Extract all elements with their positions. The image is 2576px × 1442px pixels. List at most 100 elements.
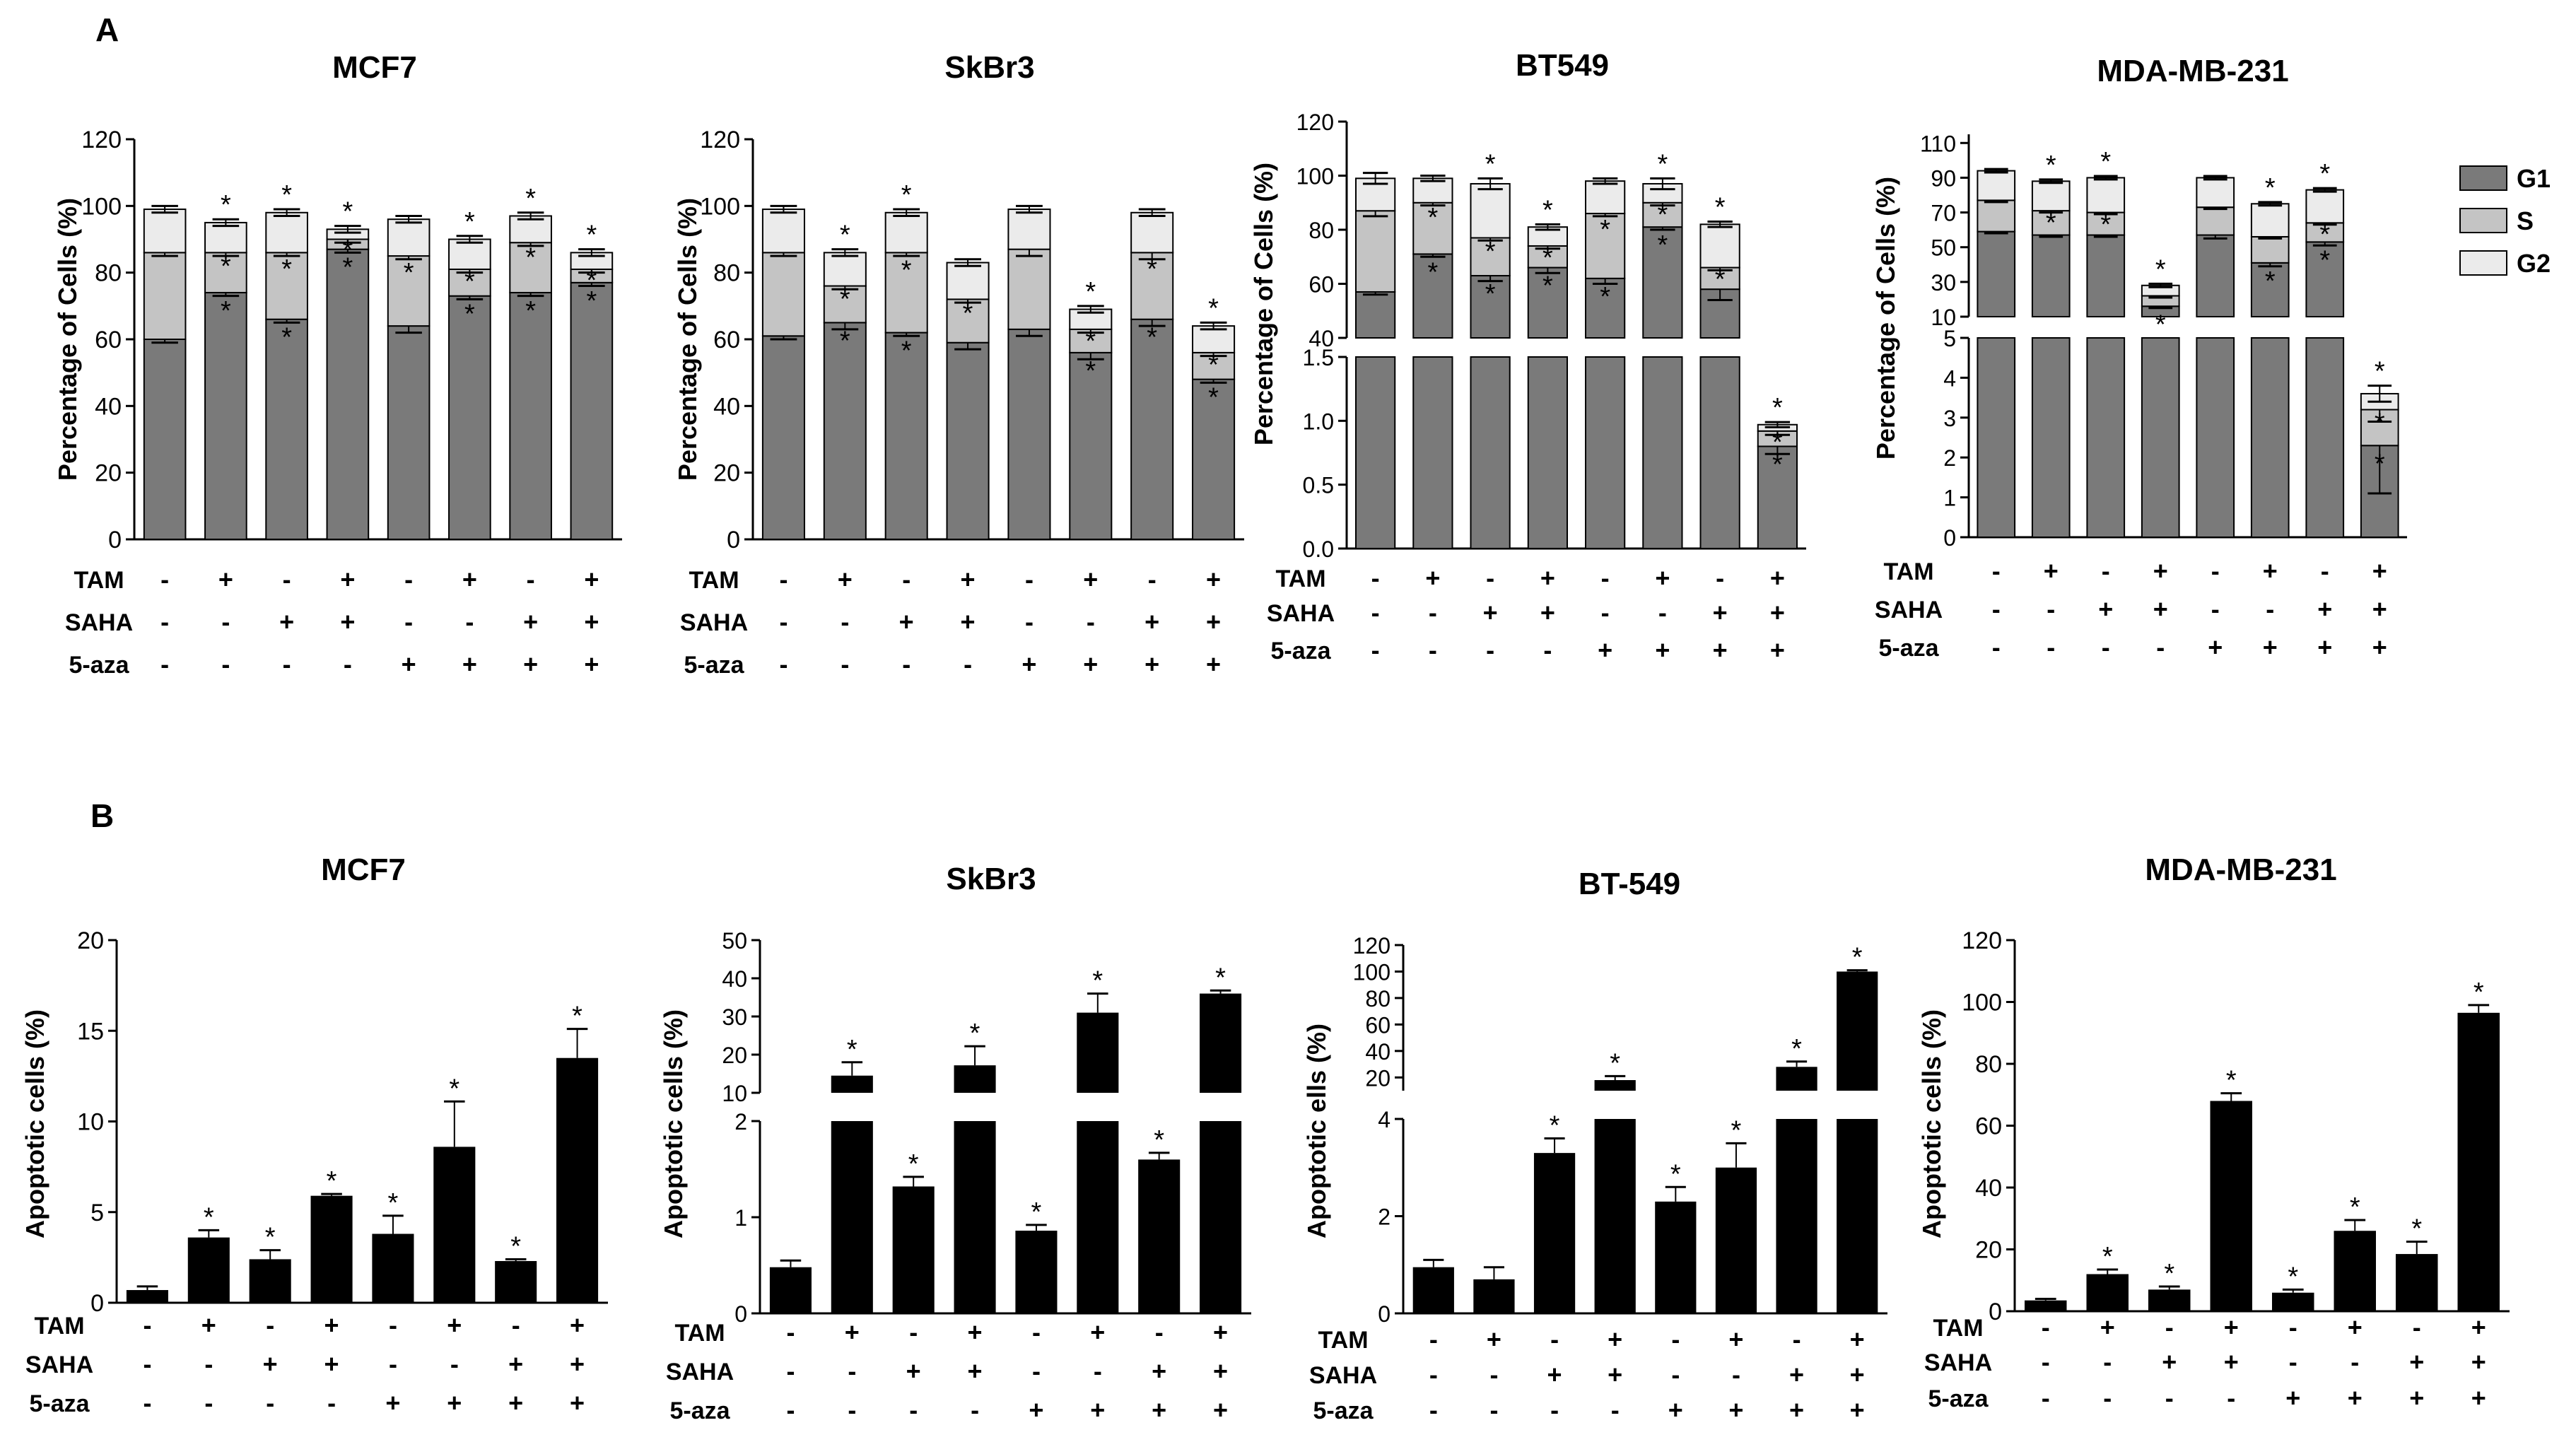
bar [1776, 1067, 1817, 1091]
significance-star: * [2375, 449, 2385, 479]
treatment-sign: - [2103, 1383, 2112, 1412]
treatment-sign: - [2289, 1313, 2297, 1342]
treatment-sign: - [204, 1388, 213, 1417]
stack-segment-g2 [1130, 211, 1174, 254]
stack-segment-g1 [823, 322, 867, 540]
chart-title: MDA-MB-231 [2145, 852, 2336, 887]
stack-segment-s [143, 252, 187, 340]
stack-segment-s [387, 255, 431, 327]
treatment-sign: + [1770, 563, 1785, 592]
bar [2148, 1289, 2191, 1311]
treatment-sign: - [2103, 1347, 2112, 1376]
significance-star: * [1610, 1048, 1620, 1078]
treatment-sign: - [1671, 1360, 1680, 1389]
treatment-sign: + [2471, 1313, 2486, 1342]
treatment-sign: + [1540, 563, 1555, 592]
significance-star: * [586, 221, 597, 250]
treatment-sign: + [402, 650, 416, 679]
treatment-sign: + [263, 1349, 278, 1378]
treatment-sign: + [1090, 1395, 1105, 1424]
treatment-sign: - [786, 1395, 795, 1424]
treatment-sign: - [786, 1356, 795, 1385]
legend: G1 S G2 [2459, 164, 2551, 278]
y-tick-label: 50 [722, 928, 747, 954]
stack-segment-g2 [884, 211, 928, 254]
y-tick-label: 40 [1975, 1175, 2002, 1202]
treatment-sign: + [2153, 556, 2168, 585]
y-tick-label: 30 [722, 1004, 747, 1030]
chart-5: SkBr3 Apoptotic cells (%) 10 20 30 40 50 0 1 2 * * *… [659, 862, 1251, 1424]
y-tick-label: 120 [1962, 927, 2002, 954]
stack-segment-s [265, 252, 308, 320]
treatment-sign: + [2409, 1383, 2424, 1412]
bar [1077, 1121, 1119, 1313]
y-tick-label: 20 [95, 460, 122, 487]
stack-segment-g1 [2196, 337, 2235, 538]
stack-segment-g1 [448, 295, 491, 540]
bar [1837, 971, 1878, 1091]
treatment-sign: - [2227, 1383, 2235, 1412]
bar [1655, 1201, 1697, 1313]
significance-star: * [2155, 310, 2166, 339]
significance-star: * [2350, 1192, 2360, 1222]
treatment-sign: + [1713, 635, 1728, 664]
treatment-sign: + [1770, 598, 1785, 627]
treatment-sign: - [1489, 1395, 1498, 1424]
treatment-sign: - [1793, 1325, 1801, 1354]
treatment-sign: - [204, 1349, 213, 1378]
treatment-label-5-aza: 5-aza [1928, 1385, 1989, 1412]
stack-segment-g1 [1355, 356, 1396, 549]
treatment-sign: + [1728, 1325, 1743, 1354]
treatment-sign: + [570, 1311, 585, 1340]
treatment-sign: - [1992, 594, 2001, 623]
y-tick-label: 0.0 [1303, 537, 1334, 562]
treatment-sign: - [2102, 633, 2110, 662]
significance-star: * [586, 286, 597, 316]
treatment-sign: + [2348, 1383, 2363, 1412]
stack-segment-g1 [946, 341, 990, 540]
treatment-sign: - [1611, 1395, 1620, 1424]
y-tick-label: 60 [1365, 1012, 1391, 1038]
stack-segment-g1 [387, 325, 431, 540]
y-tick-label: 4 [1378, 1107, 1391, 1132]
significance-star: * [1085, 277, 1096, 307]
significance-star: * [1600, 215, 1610, 245]
treatment-sign: - [909, 1395, 918, 1424]
treatment-sign: - [283, 650, 291, 679]
treatment-sign: - [2289, 1347, 2297, 1376]
chart-title: SkBr3 [946, 862, 1036, 896]
stack-segment-g1 [1412, 253, 1453, 339]
treatment-sign: - [1429, 1360, 1438, 1389]
treatment-sign: - [1155, 1318, 1164, 1347]
y-axis-label: Percentage of Cells (%) [53, 198, 82, 481]
significance-star: * [1092, 966, 1103, 996]
y-tick-label: 1.5 [1303, 345, 1334, 370]
bar [2272, 1292, 2314, 1311]
treatment-sign: + [570, 1388, 585, 1417]
treatment-sign: - [143, 1311, 151, 1340]
y-axis-label: Apoptotic ells (%) [1302, 1024, 1331, 1238]
treatment-sign: - [1658, 598, 1667, 627]
treatment-sign: - [2211, 556, 2220, 585]
stack-segment-g2 [448, 238, 491, 270]
treatment-sign: - [2156, 633, 2165, 662]
stack-segment-g1 [1642, 226, 1683, 339]
bar [372, 1233, 414, 1303]
chart-1: SkBr3 Percentage of Cells (%) 0 20 40 60 80 100… [673, 50, 1244, 679]
stack-segment-g1 [2031, 234, 2071, 317]
bar [954, 1121, 996, 1313]
y-tick-label: 120 [700, 127, 740, 153]
treatment-sign: - [266, 1388, 274, 1417]
treatment-sign: - [1486, 635, 1494, 664]
treatment-sign: - [1429, 598, 1437, 627]
significance-star: * [2155, 254, 2166, 284]
y-tick-label: 50 [1931, 235, 1956, 261]
treatment-sign: + [1144, 607, 1159, 636]
chart-title: MCF7 [332, 50, 417, 85]
treatment-sign: - [143, 1349, 151, 1378]
treatment-sign: + [1152, 1395, 1166, 1424]
y-tick-label: 0 [734, 1301, 747, 1327]
significance-star: * [572, 1002, 582, 1031]
treatment-sign: + [2409, 1347, 2424, 1376]
